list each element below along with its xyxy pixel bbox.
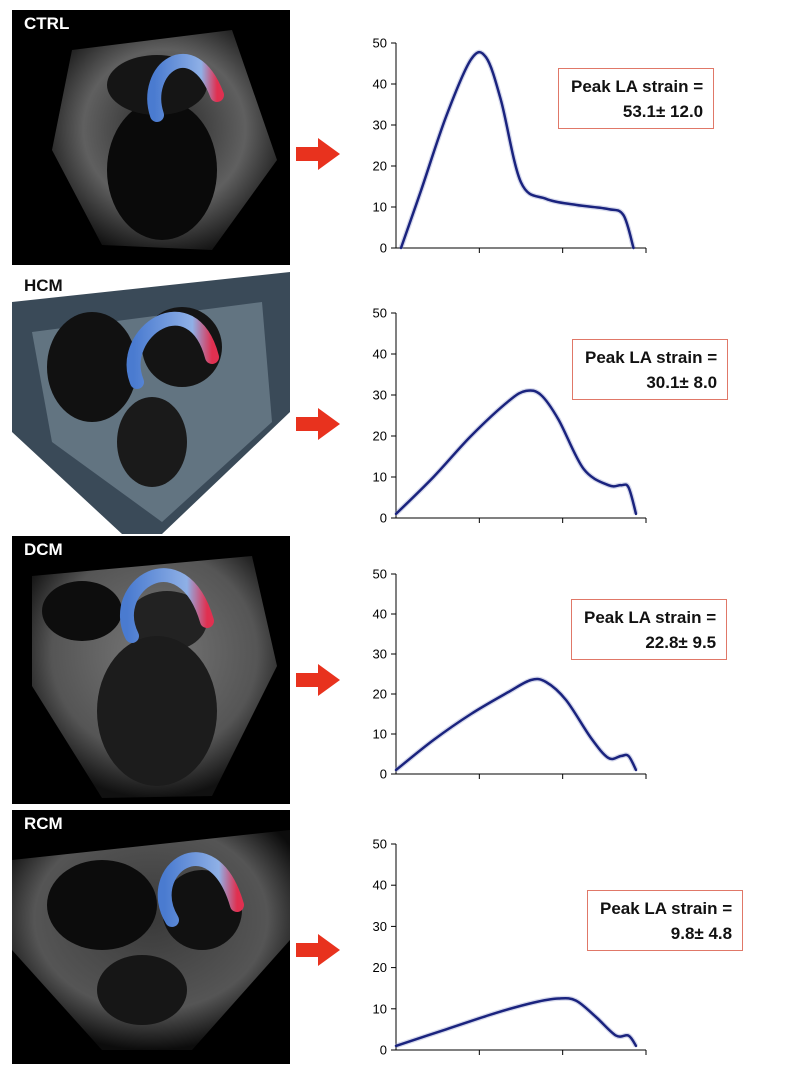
peak-strain-callout: Peak LA strain = 30.1± 8.0 [572, 339, 729, 400]
series-line [394, 996, 638, 1048]
y-tick-label: 10 [373, 727, 387, 742]
panel-hcm: HCM 0 10 20 30 40 50 Peak LA strain = 30.1± 8… [0, 268, 790, 536]
echo-scan-ctrl [52, 30, 277, 250]
callout-line2: 22.8± 9.5 [645, 633, 717, 652]
y-tick-label: 30 [373, 388, 387, 403]
echo-image-ctrl: CTRL [12, 10, 290, 265]
y-tick-label: 50 [373, 36, 387, 51]
panel-dcm: DCM 0 10 20 30 40 50 Peak LA strain = 22.8± 9… [0, 536, 790, 804]
arrow-icon [296, 138, 340, 170]
panel-label: CTRL [24, 14, 70, 33]
y-tick-label: 20 [373, 960, 387, 975]
arrow-icon [296, 664, 340, 696]
peak-strain-callout: Peak LA strain = 53.1± 12.0 [558, 68, 715, 129]
strain-chart-hcm: 0 10 20 30 40 50 [373, 306, 647, 526]
strain-chart-dcm: 0 10 20 30 40 50 [373, 567, 647, 782]
callout-line2: 30.1± 8.0 [646, 373, 718, 392]
callout-line1: Peak LA strain = [571, 77, 704, 96]
y-tick-label: 40 [373, 77, 387, 92]
strain-chart-rcm: 0 10 20 30 40 50 [373, 837, 647, 1058]
panel-label: HCM [24, 276, 63, 295]
callout-line1: Peak LA strain = [600, 899, 733, 918]
y-tick-label: 40 [373, 347, 387, 362]
echo-image-hcm: HCM [12, 272, 290, 534]
y-tick-label: 20 [373, 159, 387, 174]
series-line [394, 677, 638, 772]
arrow-icon [296, 408, 340, 440]
callout-line1: Peak LA strain = [585, 348, 718, 367]
panel-label: DCM [24, 540, 63, 559]
y-tick-label: 30 [373, 647, 387, 662]
peak-strain-callout: Peak LA strain = 22.8± 9.5 [571, 599, 728, 660]
y-tick-label: 20 [373, 687, 387, 702]
panel-label: RCM [24, 814, 63, 833]
y-tick-label: 10 [373, 200, 387, 215]
callout-line1: Peak LA strain = [584, 608, 717, 627]
y-tick-label: 20 [373, 429, 387, 444]
echo-image-dcm: DCM [12, 536, 290, 804]
callout-line2: 9.8± 4.8 [670, 924, 733, 943]
series-glow [394, 387, 639, 516]
callout-line2: 53.1± 12.0 [622, 102, 704, 121]
echo-scan-rcm [12, 830, 290, 1050]
y-tick-label: 0 [380, 511, 387, 526]
echo-image-rcm: RCM [12, 810, 290, 1064]
y-tick-label: 40 [373, 878, 387, 893]
y-tick-label: 0 [380, 1043, 387, 1058]
y-tick-label: 50 [373, 567, 387, 582]
y-tick-label: 0 [380, 241, 387, 256]
y-tick-label: 10 [373, 470, 387, 485]
panel-ctrl: CTRL 0 10 20 30 40 50 Peak LA strain = 53.1± … [0, 0, 790, 268]
y-tick-label: 50 [373, 837, 387, 852]
strain-chart-ctrl: 0 10 20 30 40 50 [373, 36, 647, 256]
y-tick-label: 10 [373, 1001, 387, 1016]
y-tick-label: 50 [373, 306, 387, 321]
y-tick-label: 0 [380, 767, 387, 782]
series-line [399, 50, 635, 250]
panel-rcm: RCM 0 10 20 30 40 50 Peak LA strain = 9.8± 4.… [0, 804, 790, 1074]
peak-strain-callout: Peak LA strain = 9.8± 4.8 [587, 890, 744, 951]
series-line [394, 389, 638, 516]
echo-scan-hcm [12, 272, 290, 534]
series-glow [394, 676, 639, 772]
y-tick-label: 30 [373, 919, 387, 934]
y-tick-label: 40 [373, 607, 387, 622]
arrow-icon [296, 934, 340, 966]
echo-scan-dcm [32, 556, 277, 798]
y-tick-label: 30 [373, 118, 387, 133]
